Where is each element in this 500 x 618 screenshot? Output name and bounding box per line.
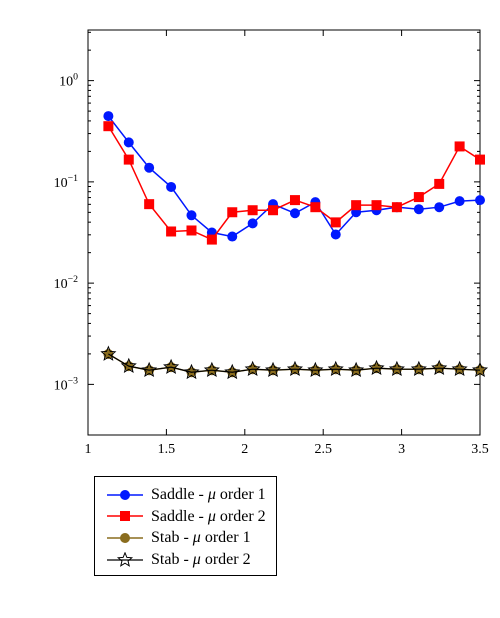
legend-item-saddle_mu2: Saddle - μ order 2 xyxy=(105,506,266,528)
legend-item-stab_mu1: Stab - μ order 1 xyxy=(105,527,266,549)
legend-swatch xyxy=(105,552,145,568)
legend: Saddle - μ order 1Saddle - μ order 2Stab… xyxy=(94,476,277,576)
legend-label: Stab - μ order 2 xyxy=(151,549,251,571)
x-tick-label: 1.5 xyxy=(158,442,176,457)
x-tick-label: 2.5 xyxy=(314,442,332,457)
legend-swatch xyxy=(105,487,145,503)
x-tick-label: 3 xyxy=(398,442,405,457)
legend-item-saddle_mu1: Saddle - μ order 1 xyxy=(105,484,266,506)
legend-swatch xyxy=(105,508,145,524)
legend-label: Saddle - μ order 1 xyxy=(151,484,266,506)
legend-swatch xyxy=(105,530,145,546)
x-tick-label: 2 xyxy=(241,442,248,457)
legend-label: Stab - μ order 1 xyxy=(151,527,251,549)
error-line-chart: 11.522.533.510−310−210−1100Saddle - μ or… xyxy=(0,0,500,618)
x-tick-label: 3.5 xyxy=(471,442,489,457)
legend-label: Saddle - μ order 2 xyxy=(151,506,266,528)
x-tick-label: 1 xyxy=(85,442,92,457)
legend-item-stab_mu2: Stab - μ order 2 xyxy=(105,549,266,571)
